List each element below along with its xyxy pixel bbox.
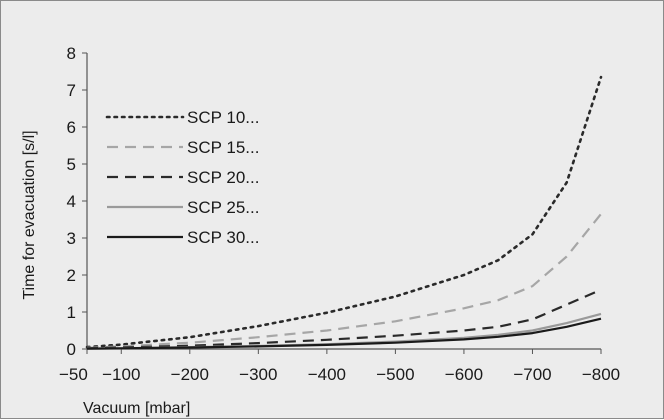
series-line-2 — [86, 213, 602, 349]
axes: 0 1 2 3 4 5 6 7 8 −50 −100 −200 −300 −400 −500 −600 −700… — [59, 44, 620, 384]
x-tick-label: −600 — [445, 365, 483, 384]
legend-label-3: SCP 20... — [187, 168, 259, 187]
x-tick-label: −50 — [59, 365, 88, 384]
series-lines — [85, 75, 603, 350]
y-tick-label: 8 — [67, 44, 76, 63]
y-tick-label: 4 — [67, 192, 76, 211]
series-line-1 — [85, 75, 603, 349]
x-tick-label: −100 — [102, 365, 140, 384]
y-tick-label: 6 — [67, 118, 76, 137]
x-tick-label: −200 — [171, 365, 209, 384]
x-tick-label: −400 — [308, 365, 346, 384]
y-tick-label: 2 — [67, 266, 76, 285]
y-tick-label: 0 — [67, 340, 76, 359]
series-line-5 — [86, 317, 602, 350]
x-tick-label: −700 — [513, 365, 551, 384]
x-tick-label: −500 — [376, 365, 414, 384]
legend: SCP 10... SCP 15... SCP 20... SCP 25... SCP … — [105, 108, 259, 247]
series-line-3 — [86, 288, 602, 350]
x-axis-title: Vacuum [mbar] — [83, 400, 190, 417]
y-tick-label: 3 — [67, 229, 76, 248]
x-tick-label: −300 — [239, 365, 277, 384]
y-tick-label: 5 — [67, 155, 76, 174]
legend-label-5: SCP 30... — [187, 228, 259, 247]
y-axis-title: Time for evacuation [s/l] — [21, 130, 38, 299]
x-tick-label: −800 — [582, 365, 620, 384]
y-tick-label: 7 — [67, 81, 76, 100]
legend-label-2: SCP 15... — [187, 138, 259, 157]
y-tick-label: 1 — [67, 303, 76, 322]
legend-label-4: SCP 25... — [187, 198, 259, 217]
legend-label-1: SCP 10... — [187, 108, 259, 127]
